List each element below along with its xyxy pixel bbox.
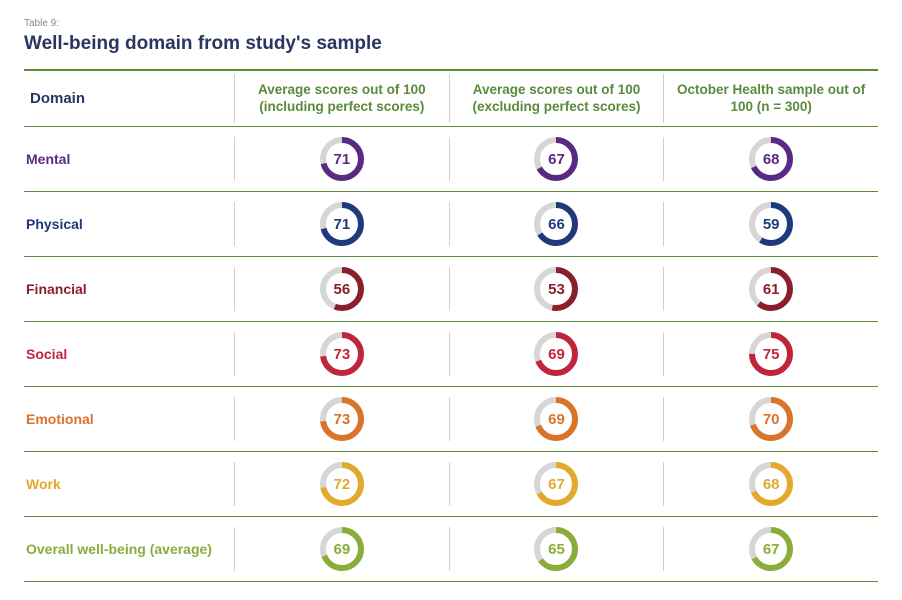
table-row: Mental 71 67 68 (24, 127, 878, 192)
donut-cell: 68 (663, 462, 878, 506)
donut-gauge: 67 (534, 462, 578, 506)
donut-gauge: 69 (534, 397, 578, 441)
donut-gauge: 53 (534, 267, 578, 311)
donut-value: 72 (320, 462, 364, 506)
donut-gauge: 75 (749, 332, 793, 376)
donut-gauge: 67 (749, 527, 793, 571)
donut-cell: 59 (663, 202, 878, 246)
donut-cell: 53 (449, 267, 664, 311)
donut-cell: 75 (663, 332, 878, 376)
table-title: Well-being domain from study's sample (24, 33, 878, 55)
donut-value: 73 (320, 397, 364, 441)
domain-label: Emotional (24, 411, 234, 427)
donut-gauge: 70 (749, 397, 793, 441)
donut-cell: 69 (449, 332, 664, 376)
table-row: Emotional 73 69 70 (24, 387, 878, 452)
table-row: Work 72 67 68 (24, 452, 878, 517)
donut-value: 71 (320, 202, 364, 246)
donut-cell: 71 (234, 202, 449, 246)
donut-value: 71 (320, 137, 364, 181)
donut-gauge: 73 (320, 397, 364, 441)
table-row: Social 73 69 75 (24, 322, 878, 387)
header-col-1: Average scores out of 100 (including per… (234, 74, 449, 124)
donut-gauge: 65 (534, 527, 578, 571)
donut-gauge: 71 (320, 202, 364, 246)
donut-cell: 56 (234, 267, 449, 311)
donut-cell: 70 (663, 397, 878, 441)
domain-label: Mental (24, 151, 234, 167)
donut-gauge: 71 (320, 137, 364, 181)
donut-value: 67 (534, 137, 578, 181)
table-caption: Table 9: (24, 18, 878, 29)
donut-value: 59 (749, 202, 793, 246)
header-col-2: Average scores out of 100 (excluding per… (449, 74, 664, 124)
donut-value: 69 (534, 332, 578, 376)
donut-gauge: 61 (749, 267, 793, 311)
donut-cell: 61 (663, 267, 878, 311)
wellbeing-table: Domain Average scores out of 100 (includ… (24, 69, 878, 582)
domain-label: Social (24, 346, 234, 362)
donut-gauge: 73 (320, 332, 364, 376)
donut-gauge: 72 (320, 462, 364, 506)
donut-value: 68 (749, 462, 793, 506)
donut-value: 66 (534, 202, 578, 246)
donut-cell: 68 (663, 137, 878, 181)
donut-value: 73 (320, 332, 364, 376)
table-row: Overall well-being (average) 69 65 67 (24, 517, 878, 582)
donut-value: 67 (749, 527, 793, 571)
table-row: Financial 56 53 61 (24, 257, 878, 322)
donut-cell: 69 (449, 397, 664, 441)
domain-label: Work (24, 476, 234, 492)
donut-cell: 67 (449, 462, 664, 506)
header-row: Domain Average scores out of 100 (includ… (24, 71, 878, 127)
donut-cell: 65 (449, 527, 664, 571)
donut-gauge: 69 (534, 332, 578, 376)
domain-label: Physical (24, 216, 234, 232)
donut-value: 56 (320, 267, 364, 311)
donut-value: 69 (320, 527, 364, 571)
donut-value: 75 (749, 332, 793, 376)
donut-value: 67 (534, 462, 578, 506)
donut-cell: 72 (234, 462, 449, 506)
donut-gauge: 69 (320, 527, 364, 571)
domain-label: Financial (24, 281, 234, 297)
donut-cell: 69 (234, 527, 449, 571)
donut-gauge: 56 (320, 267, 364, 311)
donut-cell: 67 (449, 137, 664, 181)
donut-value: 65 (534, 527, 578, 571)
donut-cell: 71 (234, 137, 449, 181)
donut-gauge: 68 (749, 462, 793, 506)
donut-gauge: 68 (749, 137, 793, 181)
header-domain: Domain (24, 82, 234, 115)
donut-value: 70 (749, 397, 793, 441)
donut-cell: 67 (663, 527, 878, 571)
donut-cell: 73 (234, 397, 449, 441)
donut-cell: 73 (234, 332, 449, 376)
donut-gauge: 67 (534, 137, 578, 181)
donut-value: 69 (534, 397, 578, 441)
donut-gauge: 59 (749, 202, 793, 246)
domain-label: Overall well-being (average) (24, 541, 234, 557)
donut-cell: 66 (449, 202, 664, 246)
donut-value: 53 (534, 267, 578, 311)
header-col-3: October Health sample out of 100 (n = 30… (663, 74, 878, 124)
donut-value: 61 (749, 267, 793, 311)
donut-gauge: 66 (534, 202, 578, 246)
donut-value: 68 (749, 137, 793, 181)
table-row: Physical 71 66 59 (24, 192, 878, 257)
